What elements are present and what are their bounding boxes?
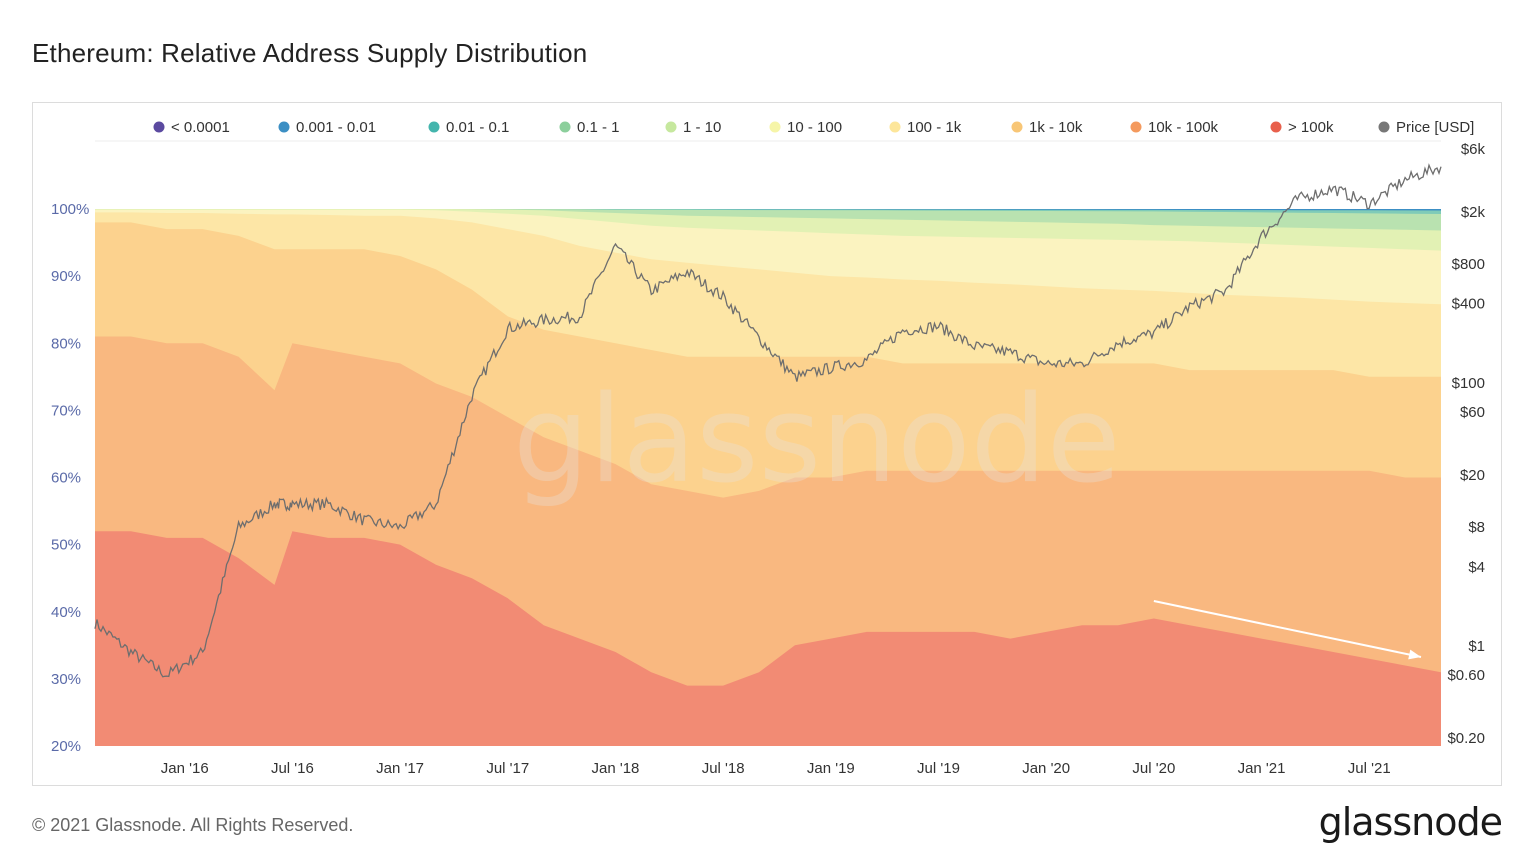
glassnode-logo[interactable]: glassnode (1318, 800, 1503, 844)
area--100k (95, 531, 1441, 746)
y-right-tick: $8 (1468, 519, 1485, 536)
legend-label[interactable]: Price [USD] (1396, 119, 1474, 136)
legend-marker[interactable] (428, 121, 440, 133)
legend-label[interactable]: 10 - 100 (787, 119, 842, 136)
x-tick: Jul '20 (1132, 760, 1175, 777)
price-line-group (94, 163, 1442, 678)
x-tick: Jul '18 (702, 760, 745, 777)
x-tick: Jan '16 (161, 760, 209, 777)
price-line (94, 163, 1442, 678)
y-left-tick: 40% (51, 604, 81, 621)
y-right-tick: $400 (1452, 296, 1485, 313)
y-right-tick: $6k (1461, 141, 1486, 158)
x-axis: Jan '16 Jul '16 Jan '17 Jul '17 Jan '18 Jul '… (161, 760, 1391, 777)
y-left-tick: 70% (51, 402, 81, 419)
y-right-tick: $2k (1461, 204, 1486, 221)
legend-marker[interactable] (665, 121, 677, 133)
legend-marker[interactable] (1378, 121, 1390, 133)
y-left-tick: 100% (51, 201, 89, 218)
x-tick: Jul '16 (271, 760, 314, 777)
legend-label[interactable]: 1 - 10 (683, 119, 721, 136)
legend-label[interactable]: 1k - 10k (1029, 119, 1083, 136)
x-tick: Jul '21 (1348, 760, 1391, 777)
legend-label[interactable]: 10k - 100k (1148, 119, 1219, 136)
left-axis: 20% 30% 40% 50% 60% 70% 80% 90% 100% (51, 201, 89, 755)
trend-arrow-head (1408, 649, 1421, 660)
legend-label[interactable]: > 100k (1288, 119, 1334, 136)
y-left-tick: 90% (51, 268, 81, 285)
chart-frame: glassnode < 0.0001 0.001 - 0.01 0.01 - 0.1… (32, 102, 1502, 786)
legend-marker[interactable] (1270, 121, 1282, 133)
y-left-tick: 60% (51, 470, 81, 487)
legend-label[interactable]: < 0.0001 (171, 119, 230, 136)
y-right-tick: $4 (1468, 559, 1485, 576)
legend-label[interactable]: 100 - 1k (907, 119, 962, 136)
y-right-tick: $100 (1452, 375, 1485, 392)
x-tick: Jul '17 (486, 760, 529, 777)
legend-marker[interactable] (153, 121, 165, 133)
chart-area-layers (95, 209, 1441, 746)
legend-marker[interactable] (1011, 121, 1023, 133)
y-right-tick: $1 (1468, 638, 1485, 655)
right-axis: $0.20 $0.60 $1 $4 $8 $20 $60 $100 $400 $800 $2k $6k (1447, 141, 1485, 747)
legend-label[interactable]: 0.001 - 0.01 (296, 119, 376, 136)
x-tick: Jan '18 (592, 760, 640, 777)
legend-marker[interactable] (1130, 121, 1142, 133)
y-left-tick: 20% (51, 738, 81, 755)
legend-marker[interactable] (278, 121, 290, 133)
page-title: Ethereum: Relative Address Supply Distri… (32, 38, 588, 68)
x-tick: Jan '21 (1238, 760, 1286, 777)
legend-marker[interactable] (769, 121, 781, 133)
legend-label[interactable]: 0.01 - 0.1 (446, 119, 509, 136)
annotation-group (1153, 600, 1422, 660)
y-left-tick: 30% (51, 671, 81, 688)
x-tick: Jan '17 (376, 760, 424, 777)
y-right-tick: $20 (1460, 467, 1485, 484)
chart-svg: glassnode < 0.0001 0.001 - 0.01 0.01 - 0.1… (51, 119, 1485, 777)
legend-marker[interactable] (889, 121, 901, 133)
y-right-tick: $800 (1452, 256, 1485, 273)
legend-marker[interactable] (559, 121, 571, 133)
copyright-footer: © 2021 Glassnode. All Rights Reserved. (32, 815, 354, 835)
y-right-tick: $0.60 (1447, 667, 1485, 684)
y-right-tick: $60 (1460, 404, 1485, 421)
legend-label[interactable]: 0.1 - 1 (577, 119, 620, 136)
y-left-tick: 50% (51, 537, 81, 554)
watermark: glassnode (513, 371, 1121, 510)
legend: < 0.0001 0.001 - 0.01 0.01 - 0.1 0.1 - 1 1 -… (153, 119, 1474, 136)
y-right-tick: $0.20 (1447, 730, 1485, 747)
x-tick: Jan '19 (807, 760, 855, 777)
x-tick: Jan '20 (1022, 760, 1070, 777)
trend-arrow-line (1153, 600, 1422, 658)
x-tick: Jul '19 (917, 760, 960, 777)
y-left-tick: 80% (51, 335, 81, 352)
